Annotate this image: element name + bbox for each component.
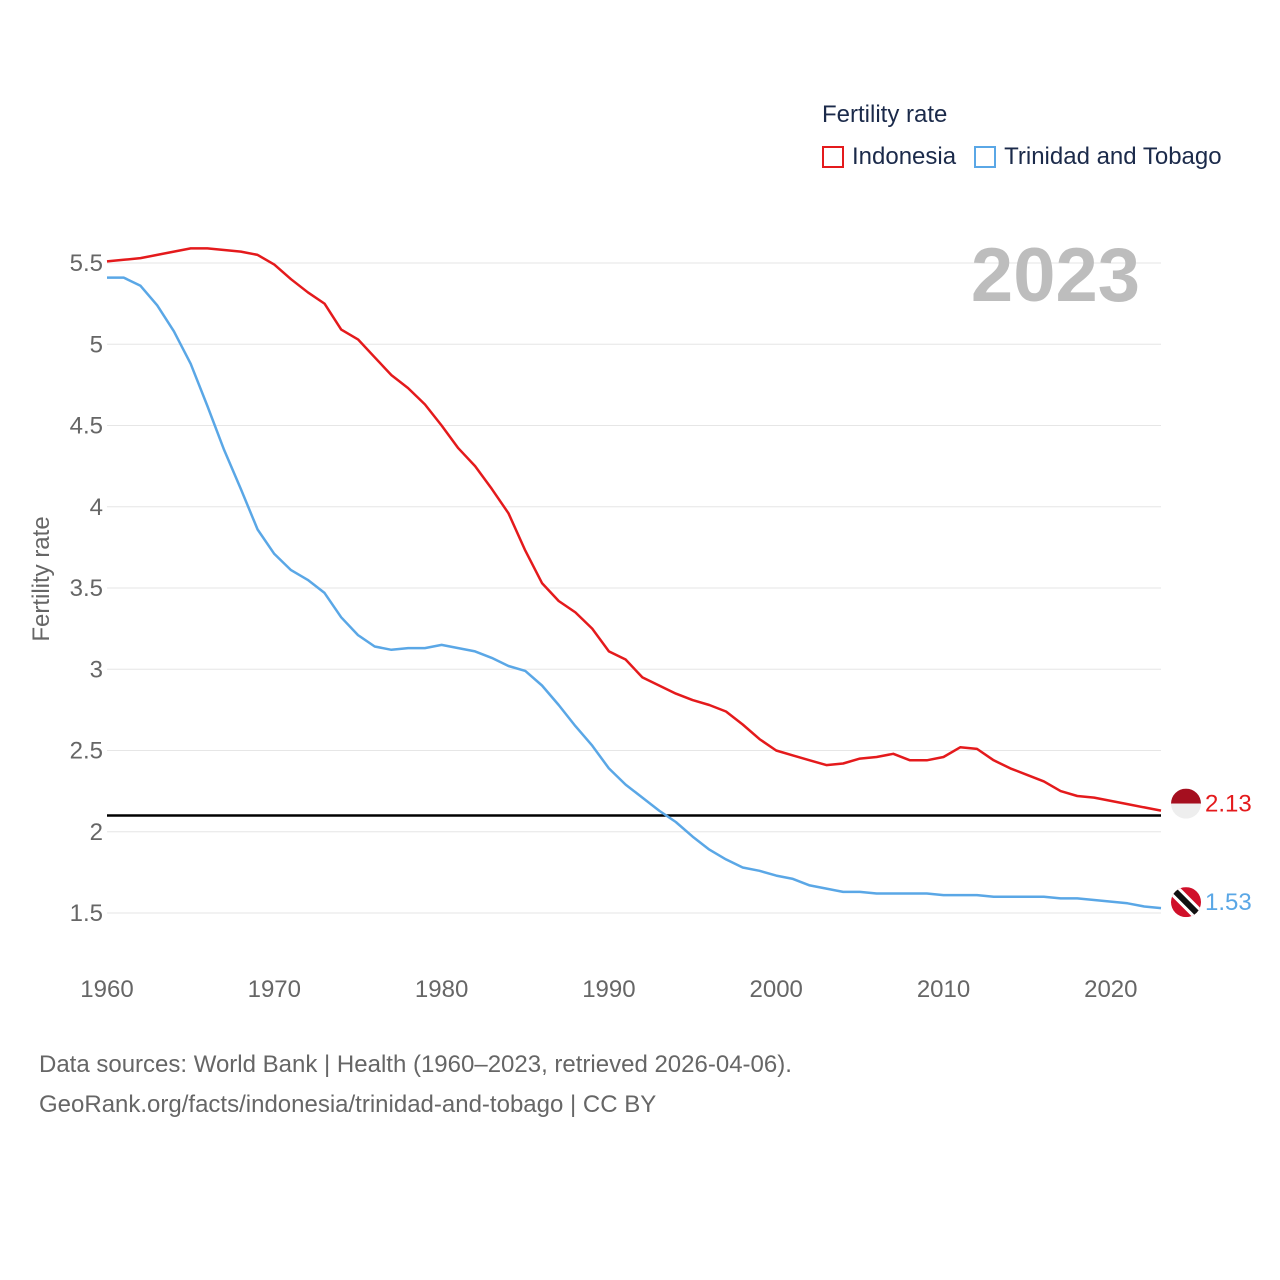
legend-label-indonesia: Indonesia [852, 143, 957, 170]
x-tick-label: 2020 [1084, 976, 1137, 1003]
x-tick-label: 1960 [80, 976, 133, 1003]
x-tick-label: 2010 [917, 976, 970, 1003]
y-tick-label: 4 [90, 494, 103, 521]
x-tick-label: 1970 [248, 976, 301, 1003]
y-tick-label: 5 [90, 331, 103, 358]
x-tick-label: 1990 [582, 976, 635, 1003]
y-tick-label: 4.5 [70, 413, 103, 440]
legend-item-indonesia[interactable]: Indonesia [822, 143, 956, 171]
y-tick-label: 3 [90, 656, 103, 683]
legend-label-trinidad-and-tobago: Trinidad and Tobago [1004, 143, 1222, 170]
series-line-indonesia [106, 247, 1162, 812]
x-tick-label: 2000 [750, 976, 803, 1003]
trinidad-and-tobago-flag-icon [1171, 887, 1201, 918]
sources-line-1: Data sources: World Bank | Health (1960–… [39, 1051, 792, 1078]
legend-title: Fertility rate [822, 101, 948, 128]
legend: Indonesia Trinidad and Tobago [822, 143, 1240, 171]
y-tick-label: 1.5 [70, 900, 103, 927]
series-line-trinidad-and-tobago [107, 276, 1162, 910]
end-value-label-trinidad-and-tobago: 1.53 [1205, 889, 1252, 916]
indonesia-flag-icon [1171, 788, 1201, 819]
y-tick-label: 3.5 [70, 575, 103, 602]
y-tick-label: 2.5 [70, 738, 103, 765]
x-tick-label: 1980 [415, 976, 468, 1003]
sources-line-2[interactable]: GeoRank.org/facts/indonesia/trinidad-and… [39, 1091, 657, 1118]
y-tick-label: 2 [90, 819, 103, 846]
y-axis-label: Fertility rate [28, 516, 55, 642]
legend-swatch-indonesia [822, 146, 844, 168]
legend-item-trinidad-and-tobago[interactable]: Trinidad and Tobago [974, 143, 1222, 171]
y-tick-label: 5.5 [70, 250, 103, 277]
year-watermark: 2023 [970, 233, 1140, 318]
end-value-label-indonesia: 2.13 [1205, 791, 1252, 818]
data-sources: Data sources: World Bank | Health (1960–… [39, 1045, 792, 1125]
legend-swatch-trinidad-and-tobago [974, 146, 997, 168]
